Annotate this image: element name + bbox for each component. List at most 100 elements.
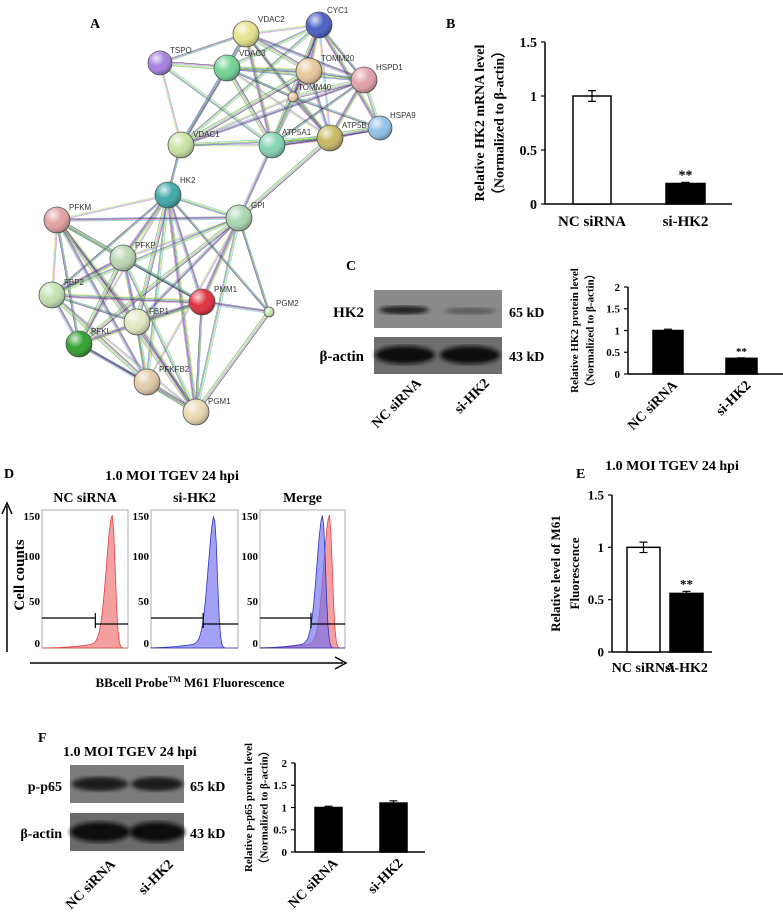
x-tick-label: si-HK2 bbox=[713, 378, 754, 419]
blot-c-hk2-band-si bbox=[444, 308, 496, 314]
network-edge bbox=[194, 301, 202, 412]
network-edge bbox=[135, 322, 196, 413]
network-node-hk2: HK2 bbox=[154, 176, 196, 209]
y-tick-label: 50 bbox=[247, 596, 259, 608]
network-node-label: HSPD1 bbox=[376, 63, 403, 72]
blot-c-row-actin: β-actin bbox=[319, 349, 364, 365]
network-edge bbox=[160, 61, 273, 145]
panel-label-f: F bbox=[38, 731, 47, 746]
node-shine bbox=[351, 67, 377, 93]
network-edge bbox=[146, 194, 168, 382]
x-tick-label: si-HK2 bbox=[665, 661, 708, 676]
network-edge bbox=[181, 139, 331, 147]
y-tick-label: 0 bbox=[598, 645, 605, 660]
network-edge bbox=[226, 68, 364, 81]
network-edge bbox=[77, 257, 122, 344]
y-tick-label: 150 bbox=[133, 511, 150, 523]
flow-xlabel: BBcell ProbeTM M61 Fluorescence bbox=[96, 675, 285, 690]
network-edge bbox=[52, 218, 240, 297]
network-node-label: TSPO bbox=[170, 46, 192, 55]
node-shine bbox=[189, 289, 215, 315]
network-edge bbox=[78, 217, 239, 344]
network-edge bbox=[201, 217, 240, 303]
y-tick-label: 100 bbox=[133, 551, 150, 563]
western-blot-c: HK2 β-actin 65 kD 43 kD NC siRNA si-HK2 bbox=[319, 290, 544, 432]
network-edge bbox=[169, 194, 204, 302]
node-shine bbox=[368, 116, 392, 140]
histogram-nc bbox=[41, 514, 128, 649]
network-edge bbox=[123, 256, 203, 302]
network-edge bbox=[271, 24, 320, 146]
blot-f-p65-band-si bbox=[131, 777, 183, 791]
network-edge bbox=[179, 67, 227, 145]
y-tick-label: 1 bbox=[598, 540, 605, 555]
panel-label-d: D bbox=[4, 467, 14, 482]
network-node-hspd1: HSPD1 bbox=[350, 63, 403, 94]
node-shine bbox=[288, 92, 298, 102]
y-axis-label-2: Fluorescence bbox=[567, 537, 582, 609]
flow-ylabel: Cell counts bbox=[12, 539, 28, 610]
network-edge bbox=[197, 312, 271, 414]
network-node-label: HSPA9 bbox=[390, 111, 416, 120]
y-tick-label: 1.5 bbox=[588, 488, 605, 503]
network-edge bbox=[180, 137, 330, 145]
network-edge bbox=[181, 97, 294, 147]
network-edge bbox=[181, 80, 365, 146]
blot-f-actin-band-nc bbox=[70, 822, 130, 842]
network-edge bbox=[181, 68, 228, 146]
network-node-fbp1: FBP1 bbox=[123, 307, 170, 336]
node-shine bbox=[306, 12, 332, 38]
chart-c-hk2-protein: 0 0.5 1 1.5 2 NC siRNA ** si-HK2 Relative HK2 pr… bbox=[569, 268, 783, 434]
network-node-vdac2: VDAC2 bbox=[232, 15, 285, 48]
network-edge bbox=[180, 95, 293, 145]
network-edge bbox=[227, 67, 365, 80]
blot-f-actin-band-si bbox=[129, 822, 185, 842]
network-edge bbox=[123, 257, 197, 412]
network-edge bbox=[238, 217, 270, 313]
histogram-nc bbox=[259, 514, 345, 649]
network-edge bbox=[181, 80, 365, 147]
bar-nc-sirna bbox=[314, 806, 343, 853]
node-shine bbox=[296, 58, 322, 84]
network-edge bbox=[317, 25, 380, 129]
network-edge bbox=[226, 23, 319, 68]
network-node-label: PGM1 bbox=[208, 397, 231, 406]
network-node-label: ATP5A1 bbox=[282, 128, 312, 137]
network-node-pfkm: PFKM bbox=[43, 203, 92, 234]
network-edge bbox=[245, 34, 364, 82]
y-tick-label: 50 bbox=[138, 596, 150, 608]
network-edge bbox=[159, 63, 272, 147]
network-node-label: VDAC1 bbox=[193, 130, 220, 139]
network-edge bbox=[181, 25, 321, 147]
network-edge bbox=[159, 32, 246, 63]
network-edge bbox=[160, 62, 183, 145]
bar-si-hk2 bbox=[669, 592, 704, 653]
network-node-vdac3: VDAC3 bbox=[213, 49, 266, 82]
network-node-label: TOMM20 bbox=[321, 54, 355, 63]
blot-f-title: 1.0 MOI TGEV 24 hpi bbox=[63, 745, 197, 760]
blot-c-size-65: 65 kD bbox=[509, 306, 544, 321]
network-edge bbox=[135, 194, 168, 322]
network-node-pfkl: PFKL bbox=[65, 327, 112, 358]
network-node-tspo: TSPO bbox=[147, 46, 192, 76]
node-shine bbox=[264, 307, 274, 317]
network-edge bbox=[56, 193, 168, 220]
network-edge bbox=[57, 195, 169, 222]
y-tick-label: 0.5 bbox=[606, 347, 620, 359]
network-edge bbox=[200, 217, 239, 302]
network-node-label: PMM1 bbox=[214, 285, 238, 294]
y-tick-label: 1 bbox=[615, 325, 621, 337]
gate-marker bbox=[42, 613, 128, 628]
node-shine bbox=[124, 309, 150, 335]
network-node-vdac1: VDAC1 bbox=[167, 130, 220, 159]
network-edge bbox=[197, 218, 241, 413]
y-axis-label: Relative level of M61 bbox=[548, 515, 563, 632]
significance-marker: ** bbox=[680, 576, 693, 591]
network-node-tomm40: TOMM40 bbox=[287, 83, 332, 103]
network-edge bbox=[158, 63, 181, 146]
panel-label-e: E bbox=[576, 467, 585, 482]
network-edge bbox=[122, 258, 196, 413]
x-tick-label: NC siRNA bbox=[558, 214, 626, 230]
blot-c-actin-band-nc bbox=[375, 346, 435, 364]
